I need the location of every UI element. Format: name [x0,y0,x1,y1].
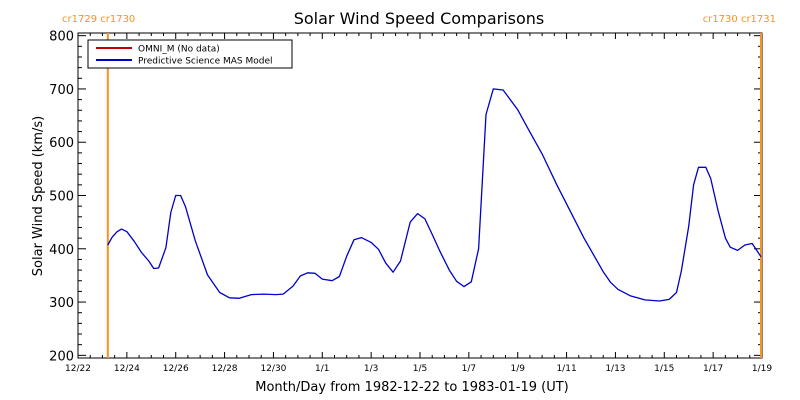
x-tick-labels: 12/22 12/24 12/26 12/28 12/30 1/1 1/3 1/5 1/7 1/9… [65,364,772,374]
series-line-mas-model [107,88,762,302]
carrington-marker-label: cr1729 cr1730 [62,14,135,25]
x-tick-label: 1/15 [654,364,674,374]
y-tick-label: 300 [49,296,74,311]
series-lines [107,88,762,302]
y-tick-label: 600 [49,136,74,151]
x-tick-label: 1/19 [752,364,772,374]
x-tick-label: 12/30 [260,364,286,374]
carrington-markers: cr1729 cr1730 cr1730 cr1731 [62,14,776,358]
x-tick-label: 1/17 [703,364,723,374]
y-tick-label: 500 [49,190,74,205]
y-tick-label: 700 [49,83,74,98]
legend-label: OMNI_M (No data) [138,45,220,55]
y-tick-label: 800 [49,30,74,45]
y-axis-label: Solar Wind Speed (km/s) [31,116,46,276]
legend: OMNI_M (No data) Predictive Science MAS M… [87,39,293,69]
y-tick-label: 400 [49,243,74,258]
chart-title: Solar Wind Speed Comparisons [294,9,545,28]
x-tick-label: 12/22 [65,364,91,374]
x-tick-label: 1/1 [315,364,329,374]
x-tick-label: 1/5 [413,364,427,374]
x-tick-label: 12/24 [114,364,140,374]
legend-label: Predictive Science MAS Model [138,57,273,67]
x-tick-label: 1/13 [605,364,625,374]
x-tick-label: 1/3 [364,364,378,374]
x-tick-label: 12/28 [212,364,238,374]
legend-box [87,39,293,69]
y-tick-label: 200 [49,349,74,364]
x-tick-label: 1/9 [510,364,525,374]
carrington-marker-label: cr1730 cr1731 [703,14,776,25]
x-tick-label: 1/7 [462,364,476,374]
x-tick-label: 1/11 [556,364,576,374]
y-tick-labels: 200 300 400 500 600 700 800 [49,30,74,365]
x-axis-label: Month/Day from 1982-12-22 to 1983-01-19 … [255,380,568,395]
x-tick-label: 12/26 [163,364,189,374]
